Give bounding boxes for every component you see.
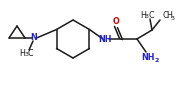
Text: C: C [27,49,33,57]
Text: 3: 3 [145,15,149,19]
Text: NH: NH [141,53,155,62]
Text: H: H [140,11,146,19]
Text: NH: NH [98,35,112,44]
Text: N: N [31,33,37,43]
Text: 3: 3 [171,15,175,20]
Text: O: O [113,16,119,26]
Text: C: C [148,11,154,19]
Text: 2: 2 [155,57,159,62]
Text: H: H [19,49,25,57]
Text: 3: 3 [25,52,28,57]
Text: H: H [166,11,172,20]
Text: C: C [162,11,168,20]
